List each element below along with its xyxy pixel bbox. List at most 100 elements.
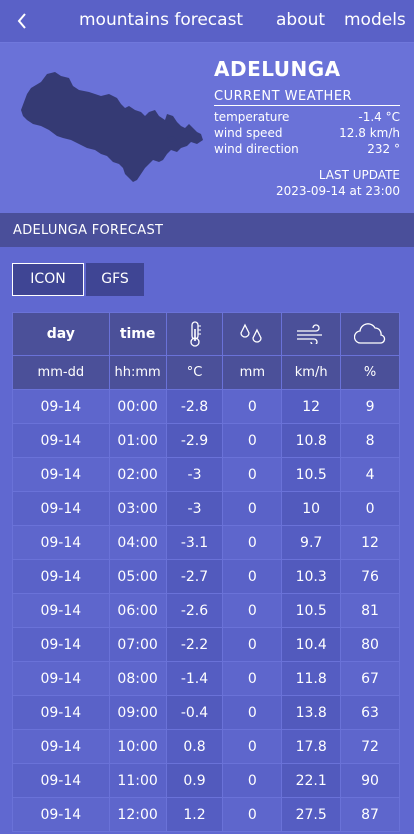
wind-header [281, 312, 342, 356]
wind-speed-cell: 10.4 [281, 627, 342, 662]
temperature-header [165, 312, 224, 356]
time-cell: 00:00 [108, 389, 167, 424]
temperature-label: temperature [214, 110, 290, 124]
forecast-table: day time [12, 312, 400, 832]
cloud-cover-cell: 87 [340, 797, 400, 832]
table-row: 09-14 06:00 -2.6 0 10.5 81 [12, 593, 400, 628]
day-cell: 09-14 [12, 763, 110, 798]
unit-temperature: °C [165, 355, 224, 390]
top-nav: mountains forecast about models [0, 0, 414, 43]
day-cell: 09-14 [12, 797, 110, 832]
table-row: 09-14 04:00 -3.1 0 9.7 12 [12, 525, 400, 560]
thermometer-icon [189, 321, 201, 347]
cloud-cover-cell: 4 [340, 457, 400, 492]
precipitation-header [222, 312, 283, 356]
wind-speed-cell: 10.5 [281, 593, 342, 628]
wind-speed-cell: 10 [281, 491, 342, 526]
time-cell: 03:00 [108, 491, 167, 526]
precipitation-cell: 0 [222, 389, 283, 424]
unit-wind-speed: km/h [281, 355, 342, 390]
cloud-cover-cell: 9 [340, 389, 400, 424]
about-link[interactable]: about [276, 10, 326, 30]
wind-speed-value: 12.8 km/h [339, 126, 400, 140]
time-cell: 10:00 [108, 729, 167, 764]
last-update-label: LAST UPDATE [318, 168, 400, 182]
country-map [21, 72, 203, 182]
time-cell: 06:00 [108, 593, 167, 628]
forecast-section-header: ADELUNGA FORECAST [0, 213, 414, 247]
last-update-value: 2023-09-14 at 23:00 [275, 184, 400, 198]
day-cell: 09-14 [12, 525, 110, 560]
unit-cloud-cover: % [340, 355, 400, 390]
table-row: 09-14 03:00 -3 0 10 0 [12, 491, 400, 526]
wind-speed-cell: 9.7 [281, 525, 342, 560]
precipitation-cell: 0 [222, 661, 283, 696]
wind-speed-label: wind speed [214, 126, 283, 140]
wind-speed-cell: 22.1 [281, 763, 342, 798]
precipitation-cell: 0 [222, 525, 283, 560]
precipitation-cell: 0 [222, 627, 283, 662]
units-row: mm-dd hh:mm °C mm km/h % [12, 355, 400, 390]
precipitation-cell: 0 [222, 491, 283, 526]
time-header: time [108, 312, 167, 356]
table-row: 09-14 02:00 -3 0 10.5 4 [12, 457, 400, 492]
temperature-cell: -2.9 [165, 423, 224, 458]
wind-speed-cell: 10.3 [281, 559, 342, 594]
tab-gfs-model[interactable]: GFS [86, 263, 144, 296]
chevron-left-icon[interactable] [14, 9, 30, 33]
table-row: 09-14 12:00 1.2 0 27.5 87 [12, 797, 400, 832]
forecast-section-title: ADELUNGA FORECAST [13, 223, 164, 238]
time-cell: 09:00 [108, 695, 167, 730]
cloud-cover-cell: 67 [340, 661, 400, 696]
cloud-cover-cell: 81 [340, 593, 400, 628]
wind-direction-label: wind direction [214, 142, 299, 156]
time-cell: 07:00 [108, 627, 167, 662]
day-cell: 09-14 [12, 457, 110, 492]
time-cell: 11:00 [108, 763, 167, 798]
cloud-icon [354, 323, 386, 344]
time-cell: 12:00 [108, 797, 167, 832]
cloud-cover-cell: 76 [340, 559, 400, 594]
temperature-cell: -3.1 [165, 525, 224, 560]
table-row: 09-14 01:00 -2.9 0 10.8 8 [12, 423, 400, 458]
day-header: day [12, 312, 110, 356]
unit-precipitation: mm [222, 355, 283, 390]
location-name: ADELUNGA [214, 57, 341, 81]
temperature-cell: -0.4 [165, 695, 224, 730]
wind-speed-cell: 27.5 [281, 797, 342, 832]
wind-icon [297, 324, 323, 344]
precipitation-cell: 0 [222, 457, 283, 492]
cloud-cover-cell: 90 [340, 763, 400, 798]
unit-time: hh:mm [108, 355, 167, 390]
time-cell: 02:00 [108, 457, 167, 492]
precipitation-cell: 0 [222, 559, 283, 594]
wind-direction-value: 232 ° [367, 142, 400, 156]
day-cell: 09-14 [12, 627, 110, 662]
temperature-cell: -2.7 [165, 559, 224, 594]
wind-speed-cell: 10.5 [281, 457, 342, 492]
unit-day: mm-dd [12, 355, 110, 390]
cloud-cover-cell: 80 [340, 627, 400, 662]
wind-speed-cell: 11.8 [281, 661, 342, 696]
table-row: 09-14 09:00 -0.4 0 13.8 63 [12, 695, 400, 730]
day-cell: 09-14 [12, 695, 110, 730]
table-row: 09-14 07:00 -2.2 0 10.4 80 [12, 627, 400, 662]
cloud-cover-cell: 72 [340, 729, 400, 764]
temperature-cell: -2.8 [165, 389, 224, 424]
day-cell: 09-14 [12, 661, 110, 696]
day-cell: 09-14 [12, 389, 110, 424]
table-header-row: day time [12, 312, 400, 356]
day-cell: 09-14 [12, 423, 110, 458]
temperature-cell: -3 [165, 457, 224, 492]
tab-icon-model[interactable]: ICON [12, 263, 84, 296]
temperature-cell: 0.9 [165, 763, 224, 798]
temperature-cell: 0.8 [165, 729, 224, 764]
temperature-cell: -2.2 [165, 627, 224, 662]
table-row: 09-14 08:00 -1.4 0 11.8 67 [12, 661, 400, 696]
models-link[interactable]: models [344, 10, 406, 30]
app-title[interactable]: mountains forecast [79, 10, 244, 30]
table-row: 09-14 00:00 -2.8 0 12 9 [12, 389, 400, 424]
day-cell: 09-14 [12, 491, 110, 526]
precipitation-cell: 0 [222, 593, 283, 628]
precipitation-cell: 0 [222, 763, 283, 798]
